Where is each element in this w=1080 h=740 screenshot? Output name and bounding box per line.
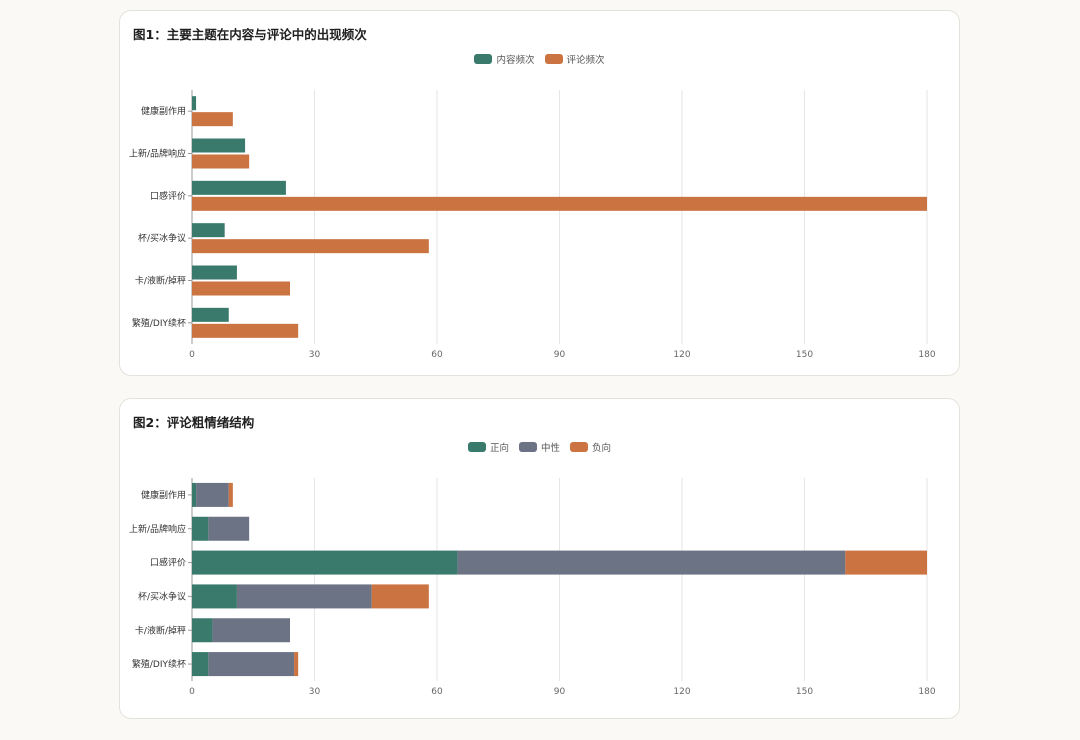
bar-segment-neutral: [236, 584, 372, 609]
category-label: 上新/品牌响应: [129, 523, 186, 535]
bar-segment-neutral: [457, 550, 846, 575]
bar-content: [192, 138, 246, 153]
x-tick-label: 90: [554, 350, 566, 360]
x-tick-label: 0: [189, 687, 195, 697]
chart-1-plot: 0 30 60 90 120 150 180 健康副作用上新/品牌响应口感评价杯/买冰争议卡/…: [129, 90, 936, 360]
bar-segment-negative: [294, 652, 299, 677]
bar-segment-neutral: [196, 482, 229, 507]
bar-segment-positive: [192, 652, 209, 677]
chart-card-2: 图2：评论粗情绪结构 正向 中性 负向 0 30 60 90 120 150 180 健康副作…: [119, 398, 960, 719]
x-tick-label: 30: [309, 687, 321, 697]
category-label: 杯/买冰争议: [138, 590, 186, 602]
x-tick-label: 120: [673, 350, 690, 360]
x-tick-label: 30: [309, 350, 321, 360]
legend-swatch-content: [474, 54, 493, 64]
x-tick-label: 60: [431, 350, 443, 360]
category-label: 健康副作用: [141, 489, 186, 501]
legend-item-negative[interactable]: 负向: [570, 440, 611, 454]
x-tick-label: 90: [554, 687, 566, 697]
legend-label-comment: 评论频次: [566, 55, 605, 66]
bar-segment-neutral: [208, 516, 250, 541]
legend-label-content: 内容频次: [496, 55, 535, 66]
legend-swatch-positive: [467, 442, 486, 452]
chart-1-title: 图1：主要主题在内容与评论中的出现频次: [133, 27, 367, 42]
category-label: 繁殖/DIY续杯: [132, 317, 186, 329]
bar-segment-negative: [228, 482, 233, 507]
legend-item-comment-frequency[interactable]: 评论频次: [544, 52, 605, 66]
legend-item-positive[interactable]: 正向: [467, 440, 509, 454]
x-tick-label: 150: [796, 350, 813, 360]
legend-label-positive: 正向: [489, 443, 509, 454]
bar-segment-positive: [192, 584, 237, 609]
bar-comment: [192, 196, 927, 211]
bar-comment: [192, 323, 299, 338]
chart-1-legend: 内容频次 评论频次: [120, 52, 959, 66]
legend-swatch-neutral: [518, 442, 537, 452]
bar-content: [192, 265, 237, 280]
legend-item-neutral[interactable]: 中性: [518, 440, 560, 454]
category-label: 繁殖/DIY续杯: [132, 658, 186, 670]
bar-comment: [192, 154, 250, 169]
bar-content: [192, 223, 225, 238]
bar-content: [192, 96, 197, 111]
bar-content: [192, 180, 286, 195]
x-tick-label: 0: [189, 350, 195, 360]
category-label: 上新/品牌响应: [129, 148, 186, 160]
chart-2-title: 图2：评论粗情绪结构: [133, 415, 255, 430]
category-label: 杯/买冰争议: [138, 232, 186, 244]
bar-segment-positive: [192, 550, 458, 575]
category-label: 卡/液断/掉秤: [135, 624, 186, 636]
legend-swatch-negative: [570, 442, 588, 452]
legend-label-negative: 负向: [592, 443, 612, 454]
x-tick-label: 150: [796, 687, 813, 697]
bar-segment-negative: [845, 550, 927, 575]
bar-segment-neutral: [212, 618, 290, 643]
bar-segment-positive: [192, 516, 209, 541]
category-label: 卡/液断/掉秤: [135, 275, 186, 287]
legend-item-content-frequency[interactable]: 内容频次: [474, 52, 535, 66]
bar-comment: [192, 112, 233, 127]
x-tick-label: 180: [918, 350, 935, 360]
category-label: 健康副作用: [141, 105, 186, 117]
category-label: 口感评价: [150, 190, 186, 202]
x-tick-label: 120: [673, 687, 690, 697]
chart-2-plot: 0 30 60 90 120 150 180 健康副作用上新/品牌响应口感评价杯/买冰争议卡/…: [129, 478, 936, 697]
chart-2-legend: 正向 中性 负向: [120, 440, 959, 454]
chart-card-1: 图1：主要主题在内容与评论中的出现频次 内容频次 评论频次 0 30 60 90 120…: [119, 10, 960, 376]
bar-segment-neutral: [208, 652, 295, 677]
legend-label-neutral: 中性: [540, 443, 560, 454]
bar-comment: [192, 239, 429, 254]
bar-comment: [192, 281, 290, 296]
bar-segment-positive: [192, 482, 197, 507]
bar-segment-negative: [371, 584, 429, 609]
category-label: 口感评价: [150, 557, 186, 569]
bar-content: [192, 307, 229, 322]
x-tick-label: 60: [431, 687, 443, 697]
legend-swatch-comment: [544, 54, 563, 64]
bar-segment-positive: [192, 618, 213, 643]
x-tick-label: 180: [918, 687, 935, 697]
